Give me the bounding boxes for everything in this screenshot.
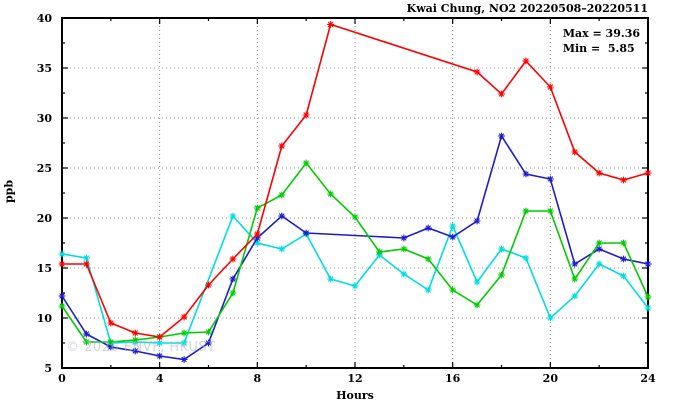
x-tick-label: 20 [543,372,559,385]
series-green-line [61,161,649,343]
watermark: © 2026 ENVF, HKUST [66,340,216,355]
x-tick-label: 16 [445,372,461,385]
series-red-line [62,23,649,338]
x-tick-label: 8 [254,372,262,385]
max-value-label: Max = 39.36 [562,27,640,40]
chart-title: Kwai Chung, NO2 20220508–20220511 [406,2,648,15]
x-tick-label: 12 [347,372,362,385]
series-red-markers [58,21,652,341]
y-tick-label: 20 [37,212,53,225]
y-tick-label: 30 [37,112,53,125]
y-tick-label: 5 [44,362,52,375]
series-blue-markers [58,132,652,363]
series-cyan-line [61,214,649,344]
series-blue-line [61,134,649,361]
series-green-markers [58,159,652,346]
plot-border [61,17,649,369]
y-tick-label: 10 [37,312,53,325]
x-axis-label: Hours [336,389,374,402]
y-axis-label: ppb [2,179,16,204]
x-tick-label: 24 [640,372,656,385]
x-tick-label: 4 [156,372,164,385]
y-tick-label: 35 [37,62,52,75]
y-tick-label: 40 [37,12,53,25]
x-tick-label: 0 [58,372,66,385]
y-tick-label: 15 [37,262,52,275]
min-value-label: Min = 5.85 [562,42,635,55]
y-tick-label: 25 [37,162,52,175]
maxmin-annotation: Max = 39.36 Min = 5.85 [563,26,640,56]
